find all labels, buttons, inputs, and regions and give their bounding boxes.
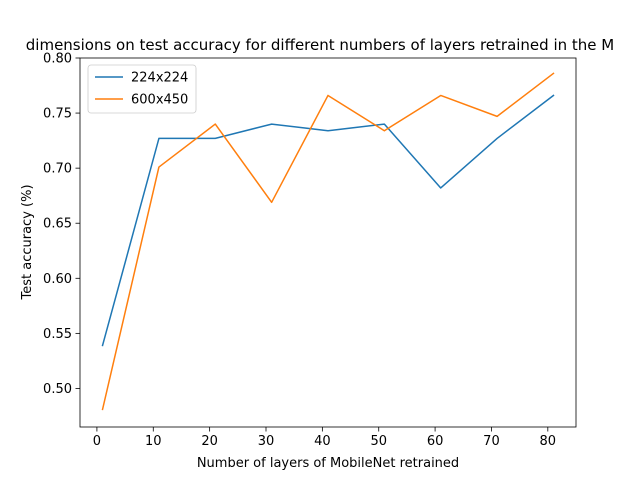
x-tick-label: 60	[427, 434, 444, 449]
y-axis-label: Test accuracy (%)	[20, 184, 35, 300]
y-tick-label: 0.70	[43, 162, 72, 177]
x-tick-label: 30	[258, 434, 275, 449]
legend-label-2: 600x450	[131, 93, 188, 108]
y-tick-label: 0.55	[43, 327, 72, 342]
axes-frame	[79, 57, 577, 428]
series-line-2	[101, 72, 555, 411]
x-tick-label: 50	[370, 434, 387, 449]
series-line-1	[101, 94, 555, 347]
y-tick-label: 0.60	[43, 272, 72, 287]
x-tick-label: 80	[540, 434, 557, 449]
chart-title: dimensions on test accuracy for differen…	[26, 36, 614, 54]
y-tick-label: 0.65	[43, 217, 72, 232]
x-tick-label: 20	[201, 434, 218, 449]
x-tick-label: 70	[483, 434, 500, 449]
x-axis-label: Number of layers of MobileNet retrained	[197, 456, 459, 471]
y-tick-label: 0.80	[43, 52, 72, 67]
legend: 224x224 600x450	[87, 64, 197, 114]
legend-label-1: 224x224	[131, 71, 188, 86]
plot-area: 0 10 20 30 40 50 60 70 80 0.50 0.55 0.60 0.65 0.70 0.7…	[43, 52, 577, 449]
x-tick-label: 40	[314, 434, 331, 449]
y-tick-label: 0.75	[43, 107, 72, 122]
x-tick-label: 0	[93, 434, 101, 449]
x-tick-label: 10	[145, 434, 162, 449]
y-tick-label: 0.50	[43, 382, 72, 397]
